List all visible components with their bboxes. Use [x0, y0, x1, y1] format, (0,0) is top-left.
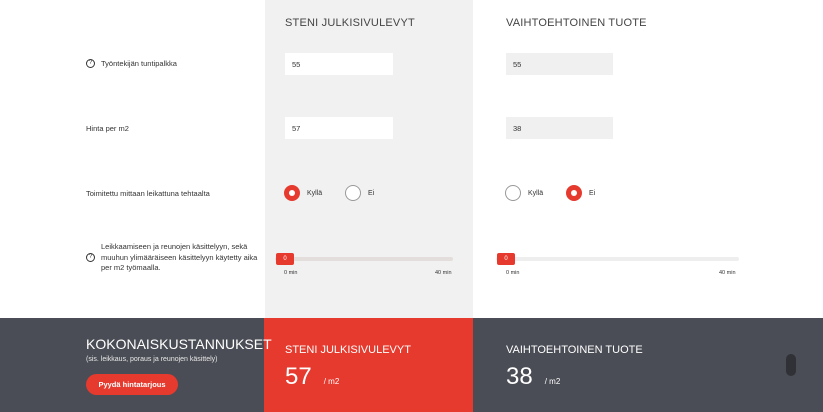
alt-price-input[interactable]: 38: [506, 117, 613, 139]
radio-empty-icon: [505, 185, 521, 201]
wage-row-label: ? Työntekijän tuntipalkka: [86, 59, 177, 68]
steni-total-value: 57: [285, 363, 312, 390]
radio-selected-icon: [284, 185, 300, 201]
alt-labor-slider-track[interactable]: [496, 257, 739, 261]
alt-column-header: VAIHTOEHTOINEN TUOTE: [506, 17, 647, 29]
radio-selected-icon: [566, 185, 582, 201]
alt-wage-input[interactable]: 55: [506, 53, 613, 75]
alt-total-price: 38 / m2: [506, 363, 560, 391]
totals-title: KOKONAISKUSTANNUKSET: [86, 336, 272, 352]
price-label-text: Hinta per m2: [86, 124, 129, 133]
steni-total-header: STENI JULKISIVULEVYT: [285, 344, 411, 356]
steni-price-input[interactable]: 57: [285, 117, 393, 139]
steni-slider-max: 40 min: [435, 270, 452, 276]
alt-total-unit: / m2: [544, 377, 561, 386]
wage-label-text: Työntekijän tuntipalkka: [101, 59, 177, 68]
steni-labor-slider-track[interactable]: [275, 257, 453, 261]
labor-row-label: ? Leikkaamiseen ja reunojen käsittelyyn,…: [86, 242, 261, 274]
cut-row-label: Toimitettu mittaan leikattuna tehtaalta: [86, 189, 210, 198]
help-icon[interactable]: ?: [86, 59, 95, 68]
totals-subtitle: (sis. leikkaus, poraus ja reunojen käsit…: [86, 356, 218, 363]
steni-total-panel: [264, 318, 473, 412]
steni-cut-yes-radio[interactable]: Kyllä: [284, 185, 322, 201]
steni-labor-slider-thumb[interactable]: 0: [276, 253, 294, 265]
steni-cut-no-radio[interactable]: Ei: [345, 185, 374, 201]
radio-label: Ei: [368, 189, 375, 197]
steni-slider-min: 0 min: [284, 270, 298, 276]
steni-total-price: 57 / m2: [285, 363, 339, 391]
radio-label: Kyllä: [307, 189, 323, 197]
steni-column-header: STENI JULKISIVULEVYT: [285, 17, 415, 29]
alt-labor-slider-thumb[interactable]: 0: [497, 253, 515, 265]
alt-total-header: VAIHTOEHTOINEN TUOTE: [506, 344, 643, 356]
alt-slider-max: 40 min: [719, 270, 736, 276]
steni-total-unit: / m2: [323, 377, 340, 386]
cut-label-text: Toimitettu mittaan leikattuna tehtaalta: [86, 189, 210, 198]
alt-slider-min: 0 min: [506, 270, 520, 276]
labor-label-text: Leikkaamiseen ja reunojen käsittelyyn, s…: [101, 242, 258, 272]
help-icon[interactable]: ?: [86, 253, 95, 263]
request-quote-button[interactable]: Pyydä hintatarjous: [86, 374, 178, 395]
price-row-label: Hinta per m2: [86, 124, 129, 133]
alt-cut-yes-radio[interactable]: Kyllä: [505, 185, 543, 201]
radio-empty-icon: [345, 185, 361, 201]
radio-label: Ei: [589, 189, 596, 197]
alt-total-value: 38: [506, 363, 533, 390]
steni-wage-input[interactable]: 55: [285, 53, 393, 75]
alt-cut-no-radio[interactable]: Ei: [566, 185, 595, 201]
radio-label: Kyllä: [528, 189, 544, 197]
scroll-indicator[interactable]: [786, 354, 796, 376]
